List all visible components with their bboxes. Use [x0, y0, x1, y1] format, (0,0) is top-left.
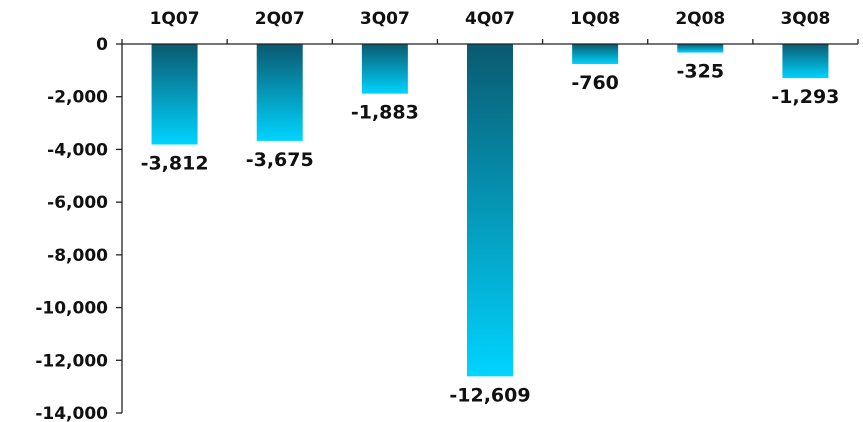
axes-group [116, 39, 859, 414]
bars-group [151, 44, 829, 377]
category-label-2q07: 2Q07 [255, 9, 305, 29]
category-label-2q08: 2Q08 [675, 9, 725, 29]
bar-1q07 [151, 44, 198, 145]
data-label-4q07: -12,609 [449, 384, 530, 406]
bar-1q08 [572, 44, 619, 65]
category-label-3q07: 3Q07 [360, 9, 410, 29]
y-tick-label: -12,000 [35, 351, 108, 371]
data-label-1q07: -3,812 [141, 152, 209, 174]
data-label-1q08: -760 [571, 72, 619, 94]
category-label-3q08: 3Q08 [780, 9, 830, 29]
category-label-1q07: 1Q07 [150, 9, 200, 29]
y-tick-label: -2,000 [47, 88, 108, 108]
data-label-3q08: -1,293 [771, 86, 839, 108]
y-tick-label: -4,000 [47, 140, 108, 160]
y-tick-label: -8,000 [47, 246, 108, 266]
labels-group: 0 -2,000 -4,000 -6,000 -8,000 -10,000 -12,000 -… [35, 9, 839, 422]
y-tick-label: 0 [96, 35, 108, 55]
bar-3q08 [782, 44, 829, 79]
bar-2q08 [677, 44, 724, 53]
bar-2q07 [256, 44, 303, 141]
data-label-2q08: -325 [677, 61, 725, 83]
y-tick-label: -10,000 [35, 299, 108, 319]
category-label-1q08: 1Q08 [570, 9, 620, 29]
bar-3q07 [361, 44, 408, 94]
y-tick-label: -6,000 [47, 193, 108, 213]
data-label-2q07: -3,675 [246, 149, 314, 171]
category-label-4q07: 4Q07 [465, 9, 515, 29]
bar-4q07 [467, 44, 513, 377]
y-tick-label: -14,000 [35, 404, 108, 422]
data-label-3q07: -1,883 [351, 102, 419, 124]
